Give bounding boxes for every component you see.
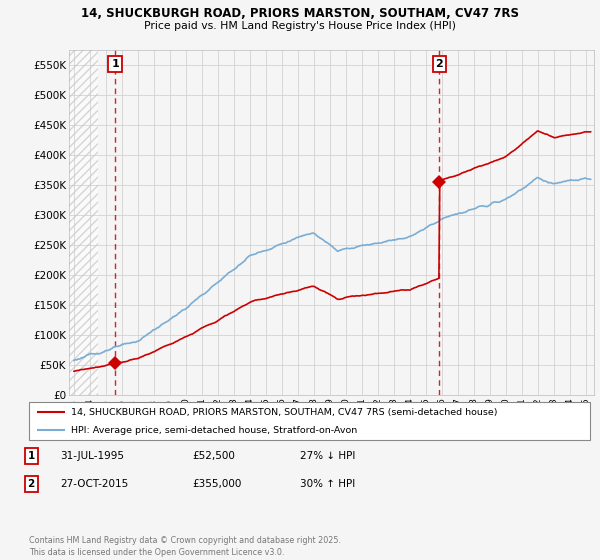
Text: 27-OCT-2015: 27-OCT-2015 — [60, 479, 128, 489]
Text: 14, SHUCKBURGH ROAD, PRIORS MARSTON, SOUTHAM, CV47 7RS: 14, SHUCKBURGH ROAD, PRIORS MARSTON, SOU… — [81, 7, 519, 20]
Text: £52,500: £52,500 — [192, 451, 235, 461]
Text: 1: 1 — [111, 59, 119, 69]
FancyBboxPatch shape — [29, 402, 590, 440]
Text: £355,000: £355,000 — [192, 479, 241, 489]
Bar — [69, 50, 98, 395]
Text: HPI: Average price, semi-detached house, Stratford-on-Avon: HPI: Average price, semi-detached house,… — [71, 426, 357, 435]
Text: 1: 1 — [28, 451, 35, 461]
Text: 14, SHUCKBURGH ROAD, PRIORS MARSTON, SOUTHAM, CV47 7RS (semi-detached house): 14, SHUCKBURGH ROAD, PRIORS MARSTON, SOU… — [71, 408, 497, 417]
Text: 27% ↓ HPI: 27% ↓ HPI — [300, 451, 355, 461]
Text: Price paid vs. HM Land Registry's House Price Index (HPI): Price paid vs. HM Land Registry's House … — [144, 21, 456, 31]
Text: 2: 2 — [28, 479, 35, 489]
Text: 30% ↑ HPI: 30% ↑ HPI — [300, 479, 355, 489]
Text: 2: 2 — [436, 59, 443, 69]
Text: Contains HM Land Registry data © Crown copyright and database right 2025.
This d: Contains HM Land Registry data © Crown c… — [29, 536, 341, 557]
Text: 31-JUL-1995: 31-JUL-1995 — [60, 451, 124, 461]
